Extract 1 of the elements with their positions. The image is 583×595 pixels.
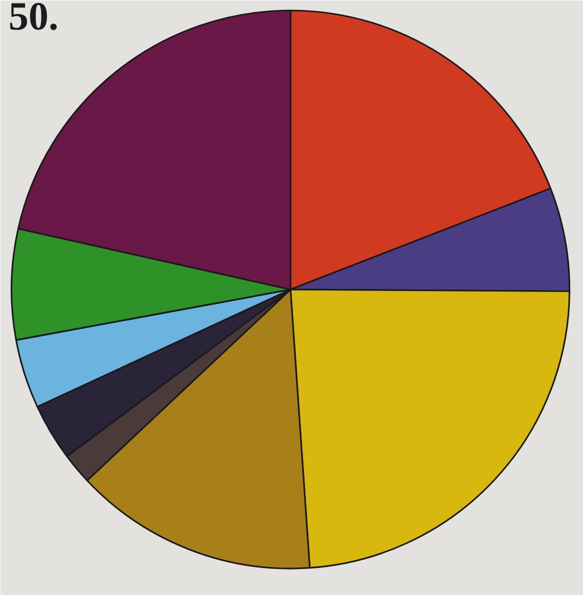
chart-title: 50. — [8, 0, 58, 38]
